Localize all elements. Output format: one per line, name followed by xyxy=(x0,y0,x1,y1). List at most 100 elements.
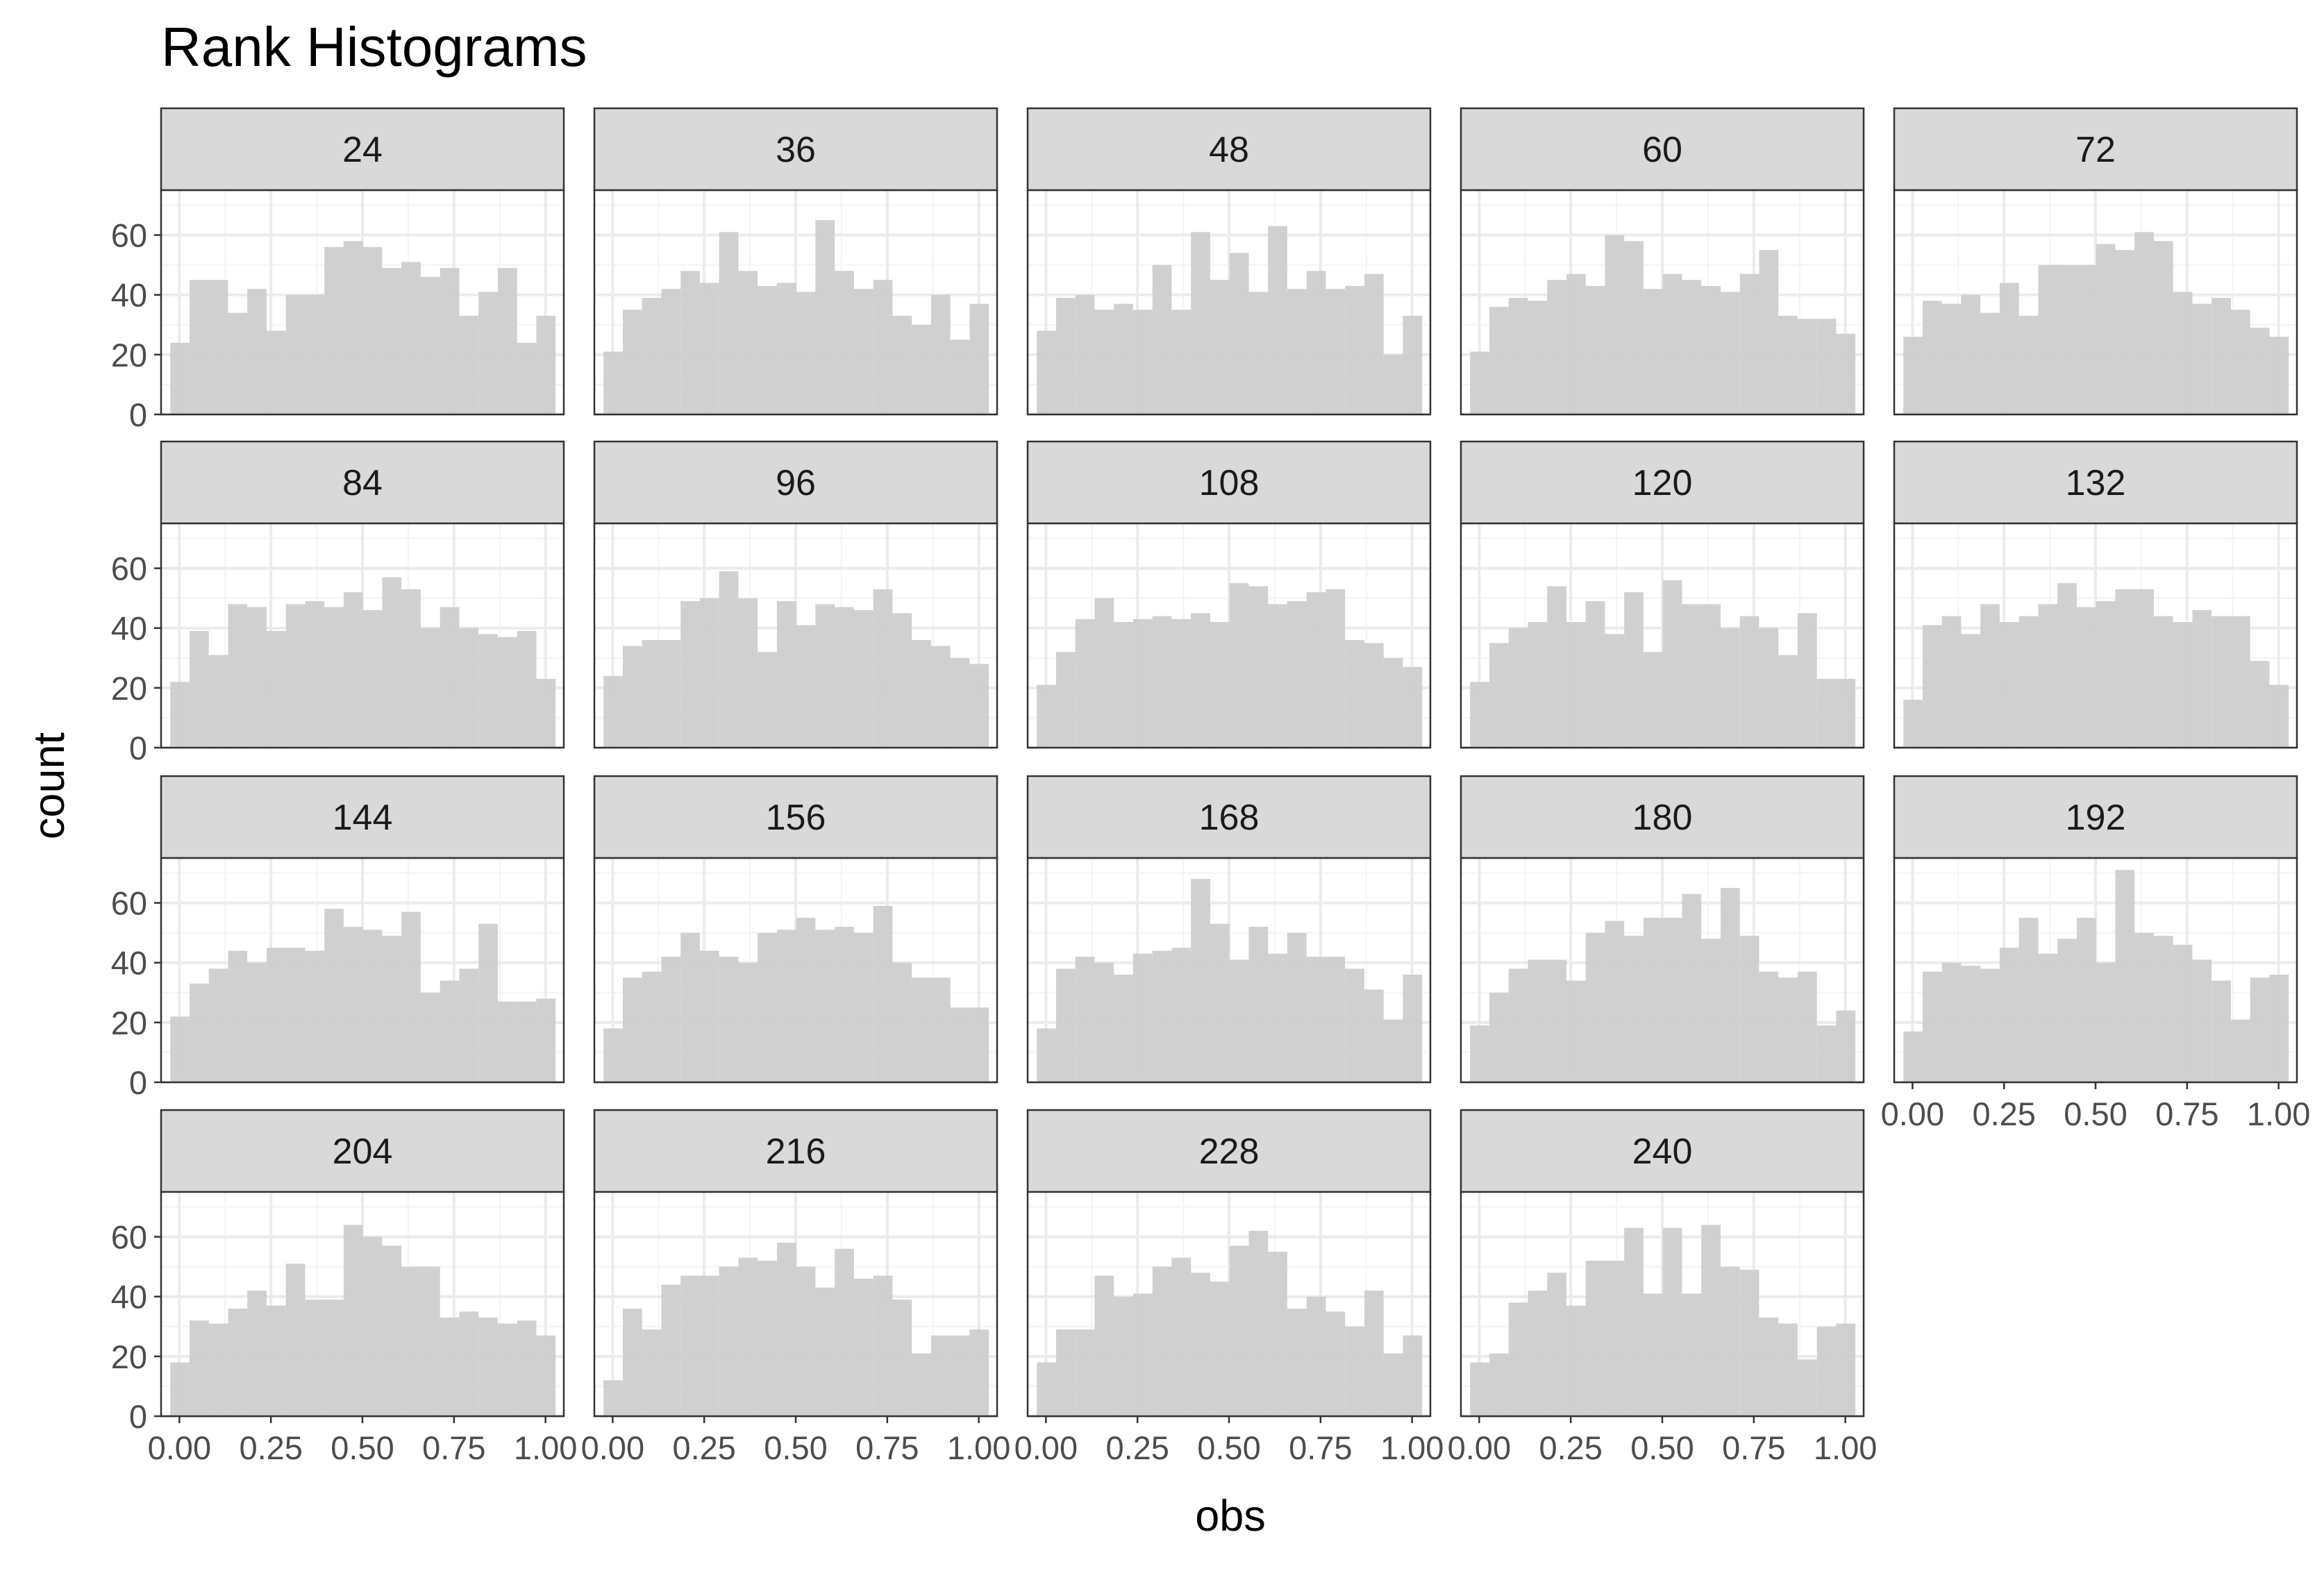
histogram-bar xyxy=(1268,1252,1287,1416)
histogram-bar xyxy=(420,1266,440,1416)
histogram-bar xyxy=(285,1263,306,1416)
histogram-bar xyxy=(1132,1293,1153,1416)
histogram-bar xyxy=(1171,948,1192,1082)
histogram-bar xyxy=(776,283,796,414)
histogram-bar xyxy=(1961,294,1981,414)
x-tick-label: 0.00 xyxy=(1448,1429,1511,1466)
histogram-bar xyxy=(497,267,517,414)
x-tick-label: 0.75 xyxy=(1289,1429,1352,1466)
histogram-bar xyxy=(1759,971,1779,1082)
histogram-bar xyxy=(2096,244,2116,414)
histogram-bar xyxy=(1778,315,1798,414)
histogram-bar xyxy=(680,600,700,748)
histogram-bar xyxy=(228,950,248,1082)
histogram-bar xyxy=(324,1300,344,1416)
histogram-bar xyxy=(738,598,758,748)
histogram-bar xyxy=(208,968,228,1082)
x-tick-label: 1.00 xyxy=(1380,1429,1444,1466)
histogram-bar xyxy=(1248,586,1269,748)
facet-strip xyxy=(1460,775,1865,859)
histogram-bar xyxy=(2076,918,2096,1082)
histogram-bar xyxy=(2057,939,2077,1082)
histogram-bar xyxy=(1287,289,1307,414)
histogram-bar xyxy=(661,1284,681,1416)
histogram-bar xyxy=(758,652,777,748)
histogram-bar xyxy=(247,1291,267,1416)
facet-strip xyxy=(593,1109,998,1193)
histogram-bar xyxy=(776,1243,796,1416)
y-tick-label: 60 xyxy=(111,885,147,922)
histogram-bar xyxy=(1980,604,2000,748)
histogram-bar xyxy=(266,631,286,748)
histogram-bar xyxy=(1643,289,1663,414)
histogram-bar xyxy=(1585,1261,1605,1416)
histogram-bar xyxy=(912,977,931,1082)
y-tick-label: 60 xyxy=(111,551,147,587)
histogram-bar xyxy=(1345,639,1364,748)
histogram-bar xyxy=(247,289,267,414)
histogram-bar xyxy=(1383,1019,1403,1082)
histogram-bar xyxy=(2076,607,2096,748)
histogram-bar xyxy=(1037,1028,1056,1082)
histogram-bar xyxy=(1903,337,1923,414)
histogram-bar xyxy=(401,262,421,414)
histogram-bar xyxy=(382,267,402,414)
facet-strip-label: 132 xyxy=(2066,463,2126,503)
histogram-bar xyxy=(459,1311,479,1416)
histogram-bar xyxy=(1489,1353,1509,1416)
y-tick-label: 60 xyxy=(111,217,147,254)
panel-border xyxy=(1026,857,1432,1084)
facet-strip-label: 72 xyxy=(2075,130,2116,170)
facet-strip xyxy=(593,440,998,525)
histogram-bar xyxy=(2057,583,2077,748)
histogram-bar xyxy=(2096,962,2116,1082)
facet-panel-96: 96 xyxy=(593,440,998,749)
histogram-bar xyxy=(2038,953,2058,1082)
facet-strip-label: 156 xyxy=(766,798,826,838)
y-tick-label: 40 xyxy=(111,610,147,647)
histogram-bar xyxy=(2192,303,2212,414)
histogram-bar xyxy=(1114,1296,1133,1416)
histogram-bar xyxy=(1816,1025,1837,1082)
facet-strip xyxy=(1460,107,1865,192)
histogram-bar xyxy=(1326,957,1346,1082)
histogram-bar xyxy=(835,1248,854,1416)
histogram-bar xyxy=(853,1278,873,1416)
histogram-bar xyxy=(1662,918,1682,1082)
facet-strip-label: 168 xyxy=(1199,798,1260,838)
x-tick-label: 0.75 xyxy=(2155,1095,2218,1132)
histogram-bar xyxy=(1961,634,1981,748)
facet-panel-108: 108 xyxy=(1026,440,1432,749)
facet-strip xyxy=(160,440,565,525)
facet-strip xyxy=(593,775,998,859)
histogram-bars xyxy=(1903,870,2289,1082)
histogram-bar xyxy=(362,930,383,1082)
histogram-bar xyxy=(853,610,873,748)
histogram-bar xyxy=(1508,298,1528,414)
y-tick-label: 0 xyxy=(129,730,147,766)
panel-border xyxy=(593,522,998,749)
histogram-bar xyxy=(1075,294,1095,414)
facet-panel-36: 36 xyxy=(593,107,998,416)
facet-panel-240: 240 0.00 0.25 0.50 0.75 1.00 xyxy=(1448,1109,1877,1466)
histogram-bar xyxy=(459,968,479,1082)
panel-border xyxy=(1026,522,1432,749)
histogram-bar xyxy=(853,932,873,1082)
histogram-bar xyxy=(208,655,228,748)
histogram-bar xyxy=(440,1317,460,1416)
histogram-bar xyxy=(1364,989,1384,1082)
histogram-bar xyxy=(2192,610,2212,748)
histogram-bar xyxy=(440,980,460,1082)
histogram-bar xyxy=(343,241,363,414)
facet-strip-label: 60 xyxy=(1642,130,1682,170)
histogram-bar xyxy=(2212,616,2231,748)
x-tick-label: 0.75 xyxy=(1722,1429,1785,1466)
histogram-bar xyxy=(1836,1323,1856,1416)
histogram-bar xyxy=(1268,604,1287,748)
panel-border xyxy=(160,857,565,1084)
histogram-bar xyxy=(930,646,951,748)
histogram-bars xyxy=(1903,583,2289,748)
y-tick-label: 0 xyxy=(129,396,147,433)
histogram-bar xyxy=(622,310,642,414)
